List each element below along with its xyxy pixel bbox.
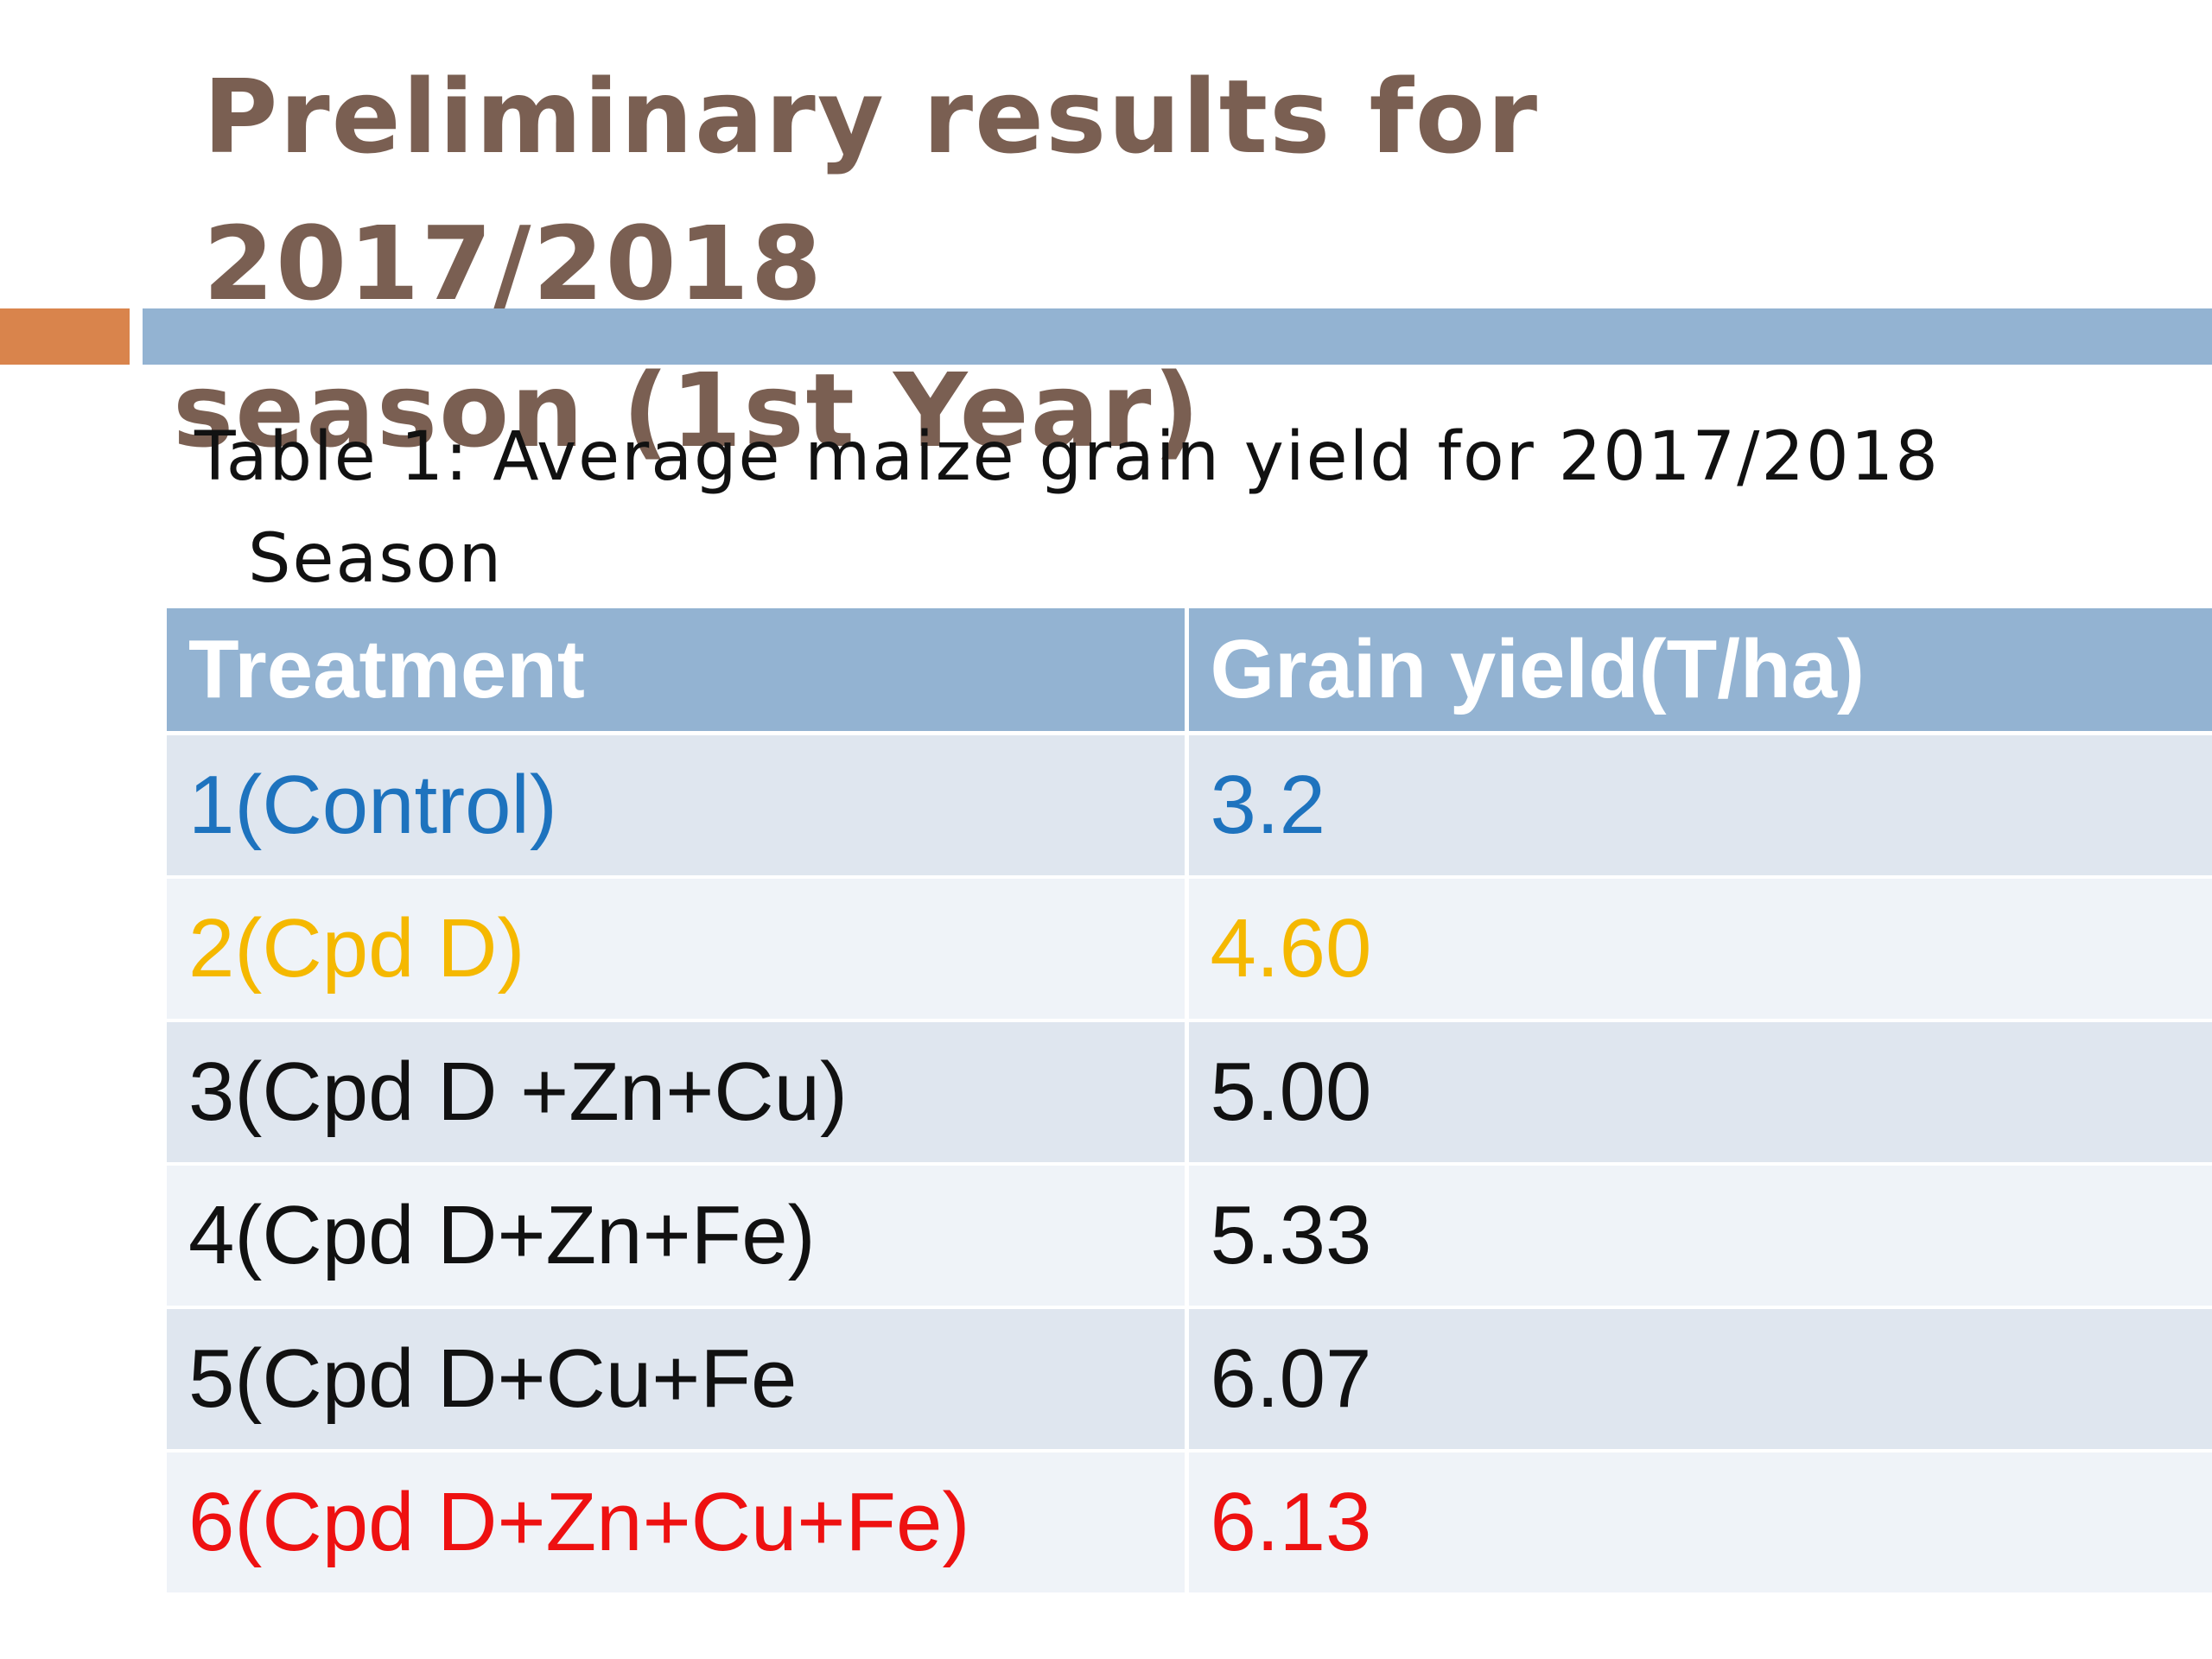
table-caption-line2: Season <box>248 520 504 598</box>
table-header-row: Treatment Grain yield(T/ha) <box>167 608 2212 735</box>
cell-treatment: 1(Control) <box>167 731 1186 877</box>
cell-treatment: 5(Cpd D+Cu+Fe <box>167 1306 1186 1451</box>
table-row: 5(Cpd D+Cu+Fe 6.07 <box>167 1306 2212 1451</box>
header-grain-yield: Grain yield(T/ha) <box>1184 608 2212 735</box>
title-accent-orange-bar <box>0 308 130 365</box>
cell-grain-yield: 4.60 <box>1184 875 2212 1020</box>
table-row: 2(Cpd D) 4.60 <box>167 875 2212 1020</box>
table-caption-line1: Table 1: Average maize grain yield for 2… <box>194 418 1940 496</box>
grain-yield-table: Treatment Grain yield(T/ha) 1(Control) 3… <box>167 608 2212 1592</box>
cell-treatment: 4(Cpd D+Zn+Fe) <box>167 1162 1186 1307</box>
cell-grain-yield: 6.07 <box>1184 1306 2212 1451</box>
header-treatment: Treatment <box>167 608 1186 735</box>
table-row: 3(Cpd D +Zn+Cu) 5.00 <box>167 1019 2212 1164</box>
table-caption: Table 1: Average maize grain yield for 2… <box>194 406 2139 610</box>
cell-treatment: 2(Cpd D) <box>167 875 1186 1020</box>
cell-grain-yield: 6.13 <box>1184 1449 2212 1592</box>
slide-title-line2: season (1st Year) <box>173 351 1202 470</box>
cell-treatment: 6(Cpd D+Zn+Cu+Fe) <box>167 1449 1186 1592</box>
cell-treatment: 3(Cpd D +Zn+Cu) <box>167 1019 1186 1164</box>
table-row: 4(Cpd D+Zn+Fe) 5.33 <box>167 1162 2212 1307</box>
slide-title: Preliminary results for 2017/2018 season… <box>173 43 2160 484</box>
table-row: 6(Cpd D+Zn+Cu+Fe) 6.13 <box>167 1449 2212 1592</box>
table-row: 1(Control) 3.2 <box>167 731 2212 877</box>
cell-grain-yield: 5.00 <box>1184 1019 2212 1164</box>
slide-title-line1: Preliminary results for 2017/2018 <box>203 57 1540 323</box>
cell-grain-yield: 3.2 <box>1184 731 2212 877</box>
title-accent-blue-bar <box>143 308 2212 365</box>
cell-grain-yield: 5.33 <box>1184 1162 2212 1307</box>
